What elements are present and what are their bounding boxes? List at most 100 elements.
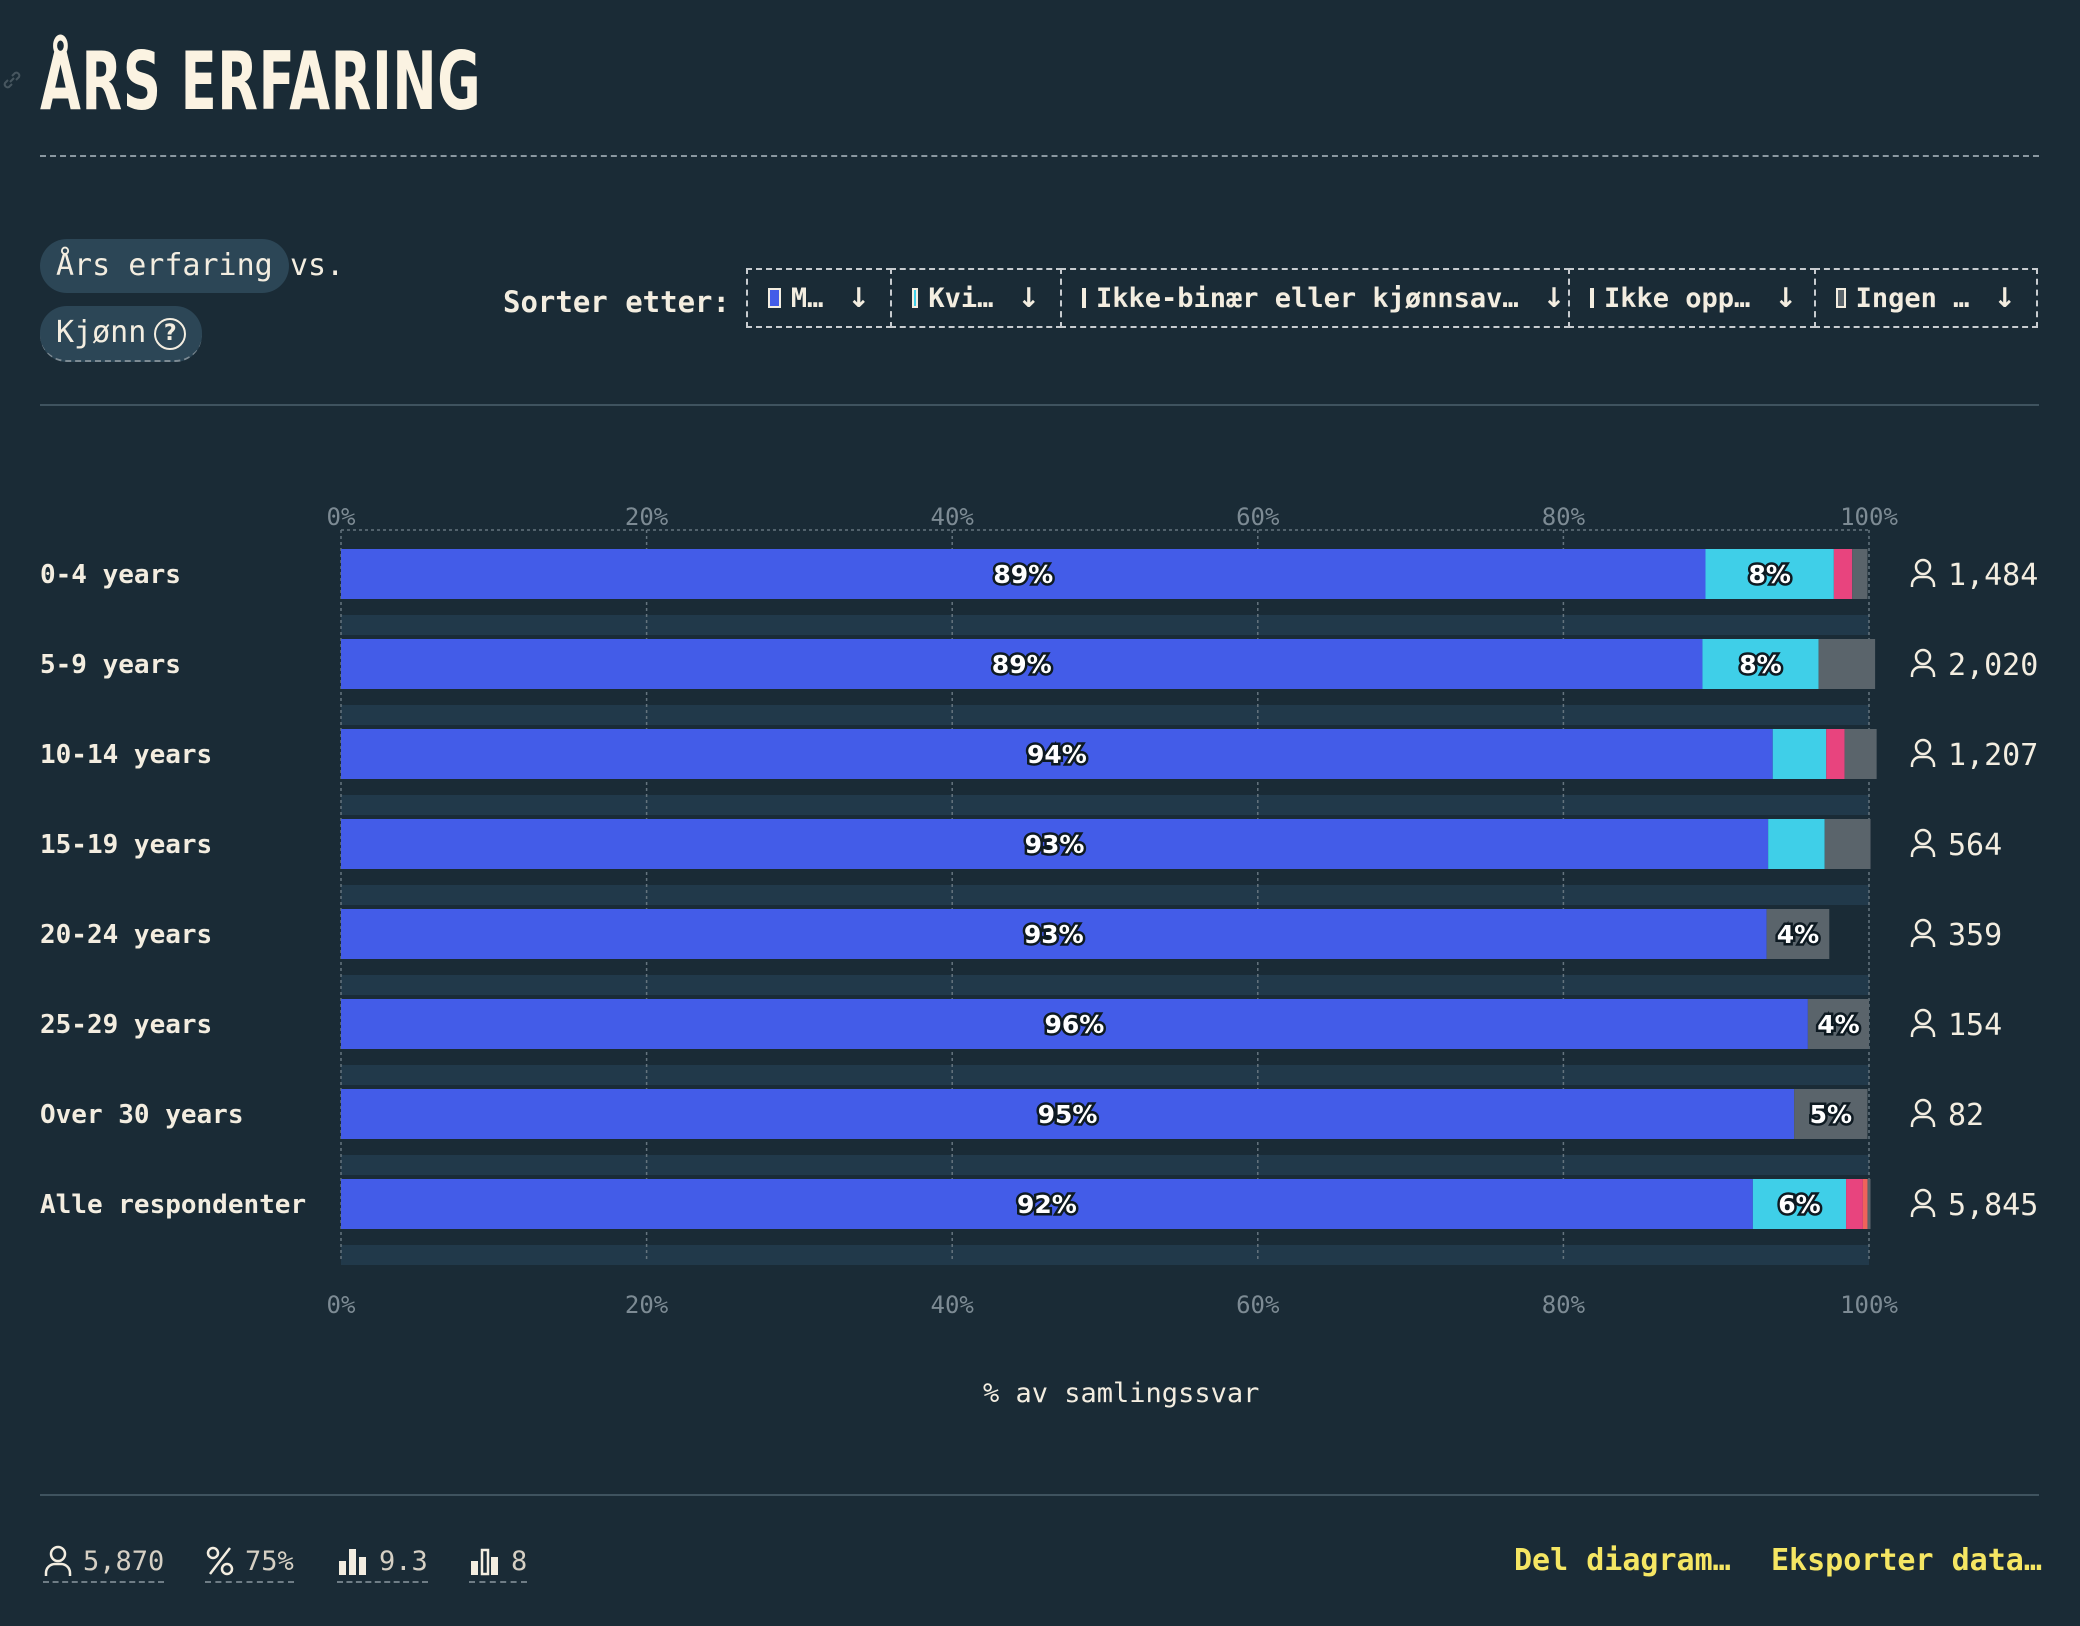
sort-button-1[interactable]: Kvi… ↓ bbox=[890, 268, 1062, 328]
data-label: 92% bbox=[1017, 1190, 1077, 1219]
legend-swatch bbox=[768, 288, 781, 308]
x-tick-label-top: 60% bbox=[1236, 503, 1280, 531]
person-icon bbox=[44, 1545, 72, 1576]
export-data-button[interactable]: Eksporter data… bbox=[1771, 1543, 2042, 1578]
row-band bbox=[341, 975, 1869, 995]
x-tick-label-top: 20% bbox=[625, 503, 669, 531]
sort-button-2[interactable]: Ikke-binær eller kjønnsav… ↓ bbox=[1060, 268, 1570, 328]
row-band bbox=[341, 1155, 1869, 1175]
sort-button-label: Ingen … bbox=[1855, 282, 1970, 314]
row-band bbox=[341, 615, 1869, 635]
legend-swatch bbox=[1836, 288, 1846, 308]
help-icon[interactable]: ? bbox=[154, 317, 187, 350]
bar-segment bbox=[341, 909, 1767, 959]
bar-segment bbox=[341, 549, 1706, 599]
person-icon bbox=[1910, 1008, 1936, 1037]
category-label: 10-14 years bbox=[40, 740, 212, 770]
person-icon bbox=[1910, 648, 1936, 677]
respondent-count: 154 bbox=[1948, 1008, 2002, 1043]
legend-swatch bbox=[1590, 288, 1594, 308]
footer-divider bbox=[40, 1494, 2039, 1496]
x-tick-label-bottom: 0% bbox=[327, 1291, 356, 1319]
bar-segment bbox=[1824, 819, 1871, 869]
bar-segment bbox=[1844, 729, 1877, 779]
bar-segment bbox=[1826, 729, 1845, 779]
person-icon bbox=[1910, 918, 1936, 947]
x-tick-label-top: 80% bbox=[1542, 503, 1586, 531]
bar-segment bbox=[1846, 1179, 1863, 1229]
link-icon[interactable] bbox=[0, 68, 24, 92]
data-label: 96% bbox=[1045, 1010, 1105, 1039]
bar-segment bbox=[1768, 819, 1825, 869]
sort-button-label: Ikke opp… bbox=[1604, 282, 1751, 314]
sort-button-4[interactable]: Ingen … ↓ bbox=[1814, 268, 2038, 328]
percent-icon bbox=[206, 1546, 234, 1576]
person-icon bbox=[1910, 1188, 1936, 1217]
person-icon bbox=[1910, 828, 1936, 857]
sort-button-0[interactable]: M… ↓ bbox=[746, 268, 892, 328]
category-label: 15-19 years bbox=[40, 830, 212, 860]
bar-segment bbox=[341, 1089, 1795, 1139]
category-label: 25-29 years bbox=[40, 1010, 212, 1040]
share-chart-button[interactable]: Del diagram… bbox=[1514, 1543, 1731, 1578]
y-axis-selector-label: Kjønn bbox=[56, 315, 147, 350]
bar-segment bbox=[341, 639, 1703, 689]
bar-segment bbox=[341, 999, 1808, 1049]
category-label: Alle respondenter bbox=[40, 1190, 306, 1220]
person-icon bbox=[1910, 558, 1936, 587]
stat-value: 5,870 bbox=[83, 1545, 165, 1577]
stat-average[interactable]: 9.3 bbox=[337, 1545, 428, 1583]
category-label: Over 30 years bbox=[40, 1100, 244, 1130]
stat-value: 75% bbox=[245, 1545, 294, 1577]
arrow-down-icon: ↓ bbox=[1542, 282, 1566, 314]
stat-value: 9.3 bbox=[379, 1545, 428, 1577]
bar-segment bbox=[1794, 1089, 1868, 1139]
legend-swatch bbox=[1082, 288, 1086, 308]
bar-outline-icon bbox=[471, 1548, 498, 1576]
x-axis-selector-label: Års erfaring bbox=[56, 248, 273, 283]
x-axis-selector[interactable]: Års erfaring bbox=[40, 239, 289, 293]
bar-segment bbox=[341, 729, 1773, 779]
x-tick-label-top: 0% bbox=[327, 503, 356, 531]
data-label: 8% bbox=[1748, 560, 1790, 589]
row-band bbox=[341, 705, 1869, 725]
sort-options: M… ↓ Kvi… ↓ Ikke-binær eller kjønnsav… ↓… bbox=[746, 268, 2038, 332]
respondent-count: 5,845 bbox=[1948, 1188, 2038, 1223]
arrow-down-icon: ↓ bbox=[1774, 282, 1797, 314]
sort-button-label: Kvi… bbox=[928, 282, 994, 314]
y-axis-selector[interactable]: Kjønn? bbox=[40, 306, 203, 362]
bar-segment bbox=[1807, 999, 1869, 1049]
data-label: 4% bbox=[1777, 920, 1819, 949]
data-label: 89% bbox=[993, 560, 1053, 589]
row-band bbox=[341, 1245, 1869, 1265]
x-axis-title: % av samlingssvar bbox=[983, 1378, 1260, 1409]
bar-segment bbox=[1867, 1179, 1871, 1229]
stacked-bar-chart: 0% 0% 20% 20% 40% 40% 60% 60% 80% 80% 100% 100% 0-4 … bbox=[40, 503, 2038, 1319]
bar-segment bbox=[1752, 1179, 1847, 1229]
x-tick-label-bottom: 20% bbox=[625, 1291, 669, 1319]
category-label: 5-9 years bbox=[40, 650, 181, 680]
data-label: 94% bbox=[1027, 740, 1087, 769]
respondent-count: 2,020 bbox=[1948, 648, 2038, 683]
stat-respondents[interactable]: 5,870 bbox=[43, 1545, 165, 1583]
data-label: 95% bbox=[1038, 1100, 1098, 1129]
row-band bbox=[341, 1065, 1869, 1085]
row-band bbox=[341, 795, 1869, 815]
sort-button-3[interactable]: Ikke opp… ↓ bbox=[1568, 268, 1816, 328]
vs-label: vs. bbox=[290, 248, 345, 283]
respondent-count: 359 bbox=[1948, 918, 2002, 953]
respondent-count: 564 bbox=[1948, 828, 2002, 863]
data-label: 8% bbox=[1739, 650, 1781, 679]
x-tick-label-top: 100% bbox=[1840, 503, 1898, 531]
stat-value: 8 bbox=[511, 1545, 528, 1577]
respondent-count: 1,207 bbox=[1948, 738, 2038, 773]
category-label: 0-4 years bbox=[40, 560, 181, 590]
legend-swatch bbox=[912, 288, 919, 308]
data-label: 5% bbox=[1810, 1100, 1852, 1129]
bar-chart-icon bbox=[339, 1549, 366, 1575]
bar-segment bbox=[1833, 549, 1853, 599]
category-label: 20-24 years bbox=[40, 920, 212, 950]
bar-segment bbox=[1702, 639, 1819, 689]
stat-completion[interactable]: 75% bbox=[205, 1545, 294, 1583]
stat-categories[interactable]: 8 bbox=[469, 1545, 528, 1583]
